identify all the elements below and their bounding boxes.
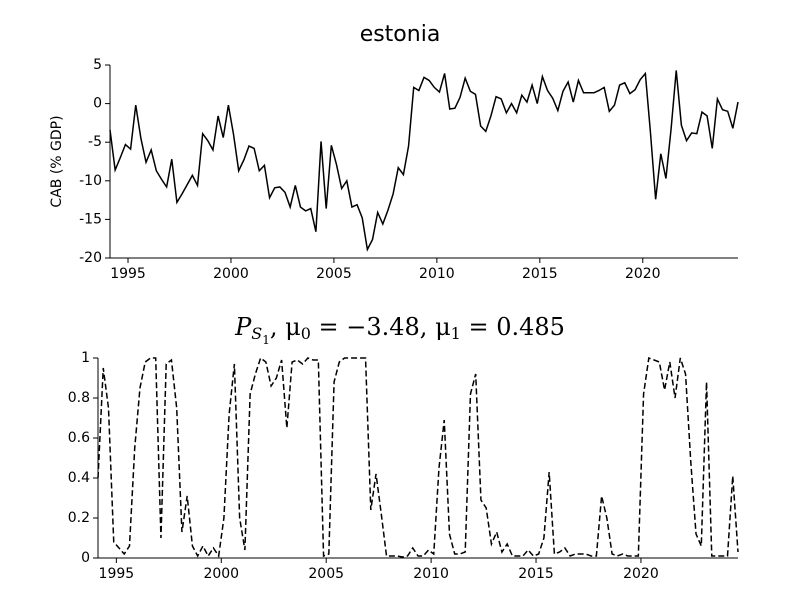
x-tick-label: 2015 [518, 566, 554, 582]
x-tick-label: 2000 [203, 566, 239, 582]
title-part: , [270, 313, 285, 341]
y-tick-label: 0.2 [68, 510, 90, 526]
title-part: 1 [262, 333, 270, 347]
x-tick-label: 2010 [413, 566, 449, 582]
y-tick-label: 0.6 [68, 430, 90, 446]
y-tick-label: 5 [93, 57, 102, 73]
x-tick-label: 2005 [316, 266, 352, 282]
title-part: μ [435, 313, 451, 341]
y-tick-label: -15 [79, 211, 102, 227]
title-part: 0 [301, 324, 311, 343]
y-tick-label: 1 [81, 350, 90, 366]
y-tick-label: -20 [79, 250, 102, 266]
title-part: μ [285, 313, 301, 341]
y-tick-label: 0 [81, 550, 90, 566]
x-tick-label: 1995 [110, 266, 146, 282]
title-part: 1 [451, 324, 461, 343]
y-tick-label: -10 [79, 173, 102, 189]
title-part: S [251, 324, 262, 343]
data-line [97, 356, 739, 559]
title-part: = −3.48, [311, 313, 435, 341]
y-tick-label: 0.8 [68, 390, 90, 406]
y-tick-label: 0 [93, 96, 102, 112]
y-tick-label: -5 [88, 134, 102, 150]
chart-title: estonia [360, 22, 441, 47]
title-part: = 0.485 [461, 313, 565, 341]
x-tick-label: 2020 [623, 566, 659, 582]
y-axis-label: CAB (% GDP) [49, 115, 65, 207]
x-tick-label: 1995 [99, 566, 135, 582]
x-tick-label: 2020 [625, 266, 661, 282]
x-tick-label: 2010 [419, 266, 455, 282]
x-tick-label: 2005 [308, 566, 344, 582]
x-tick-label: 2015 [522, 266, 558, 282]
title-part: P [234, 313, 252, 341]
data-line [109, 70, 739, 252]
y-tick-label: 0.4 [68, 470, 90, 486]
x-tick-label: 2000 [213, 266, 249, 282]
chart-title: PS1, μ0 = −3.48, μ1 = 0.485 [234, 313, 565, 347]
